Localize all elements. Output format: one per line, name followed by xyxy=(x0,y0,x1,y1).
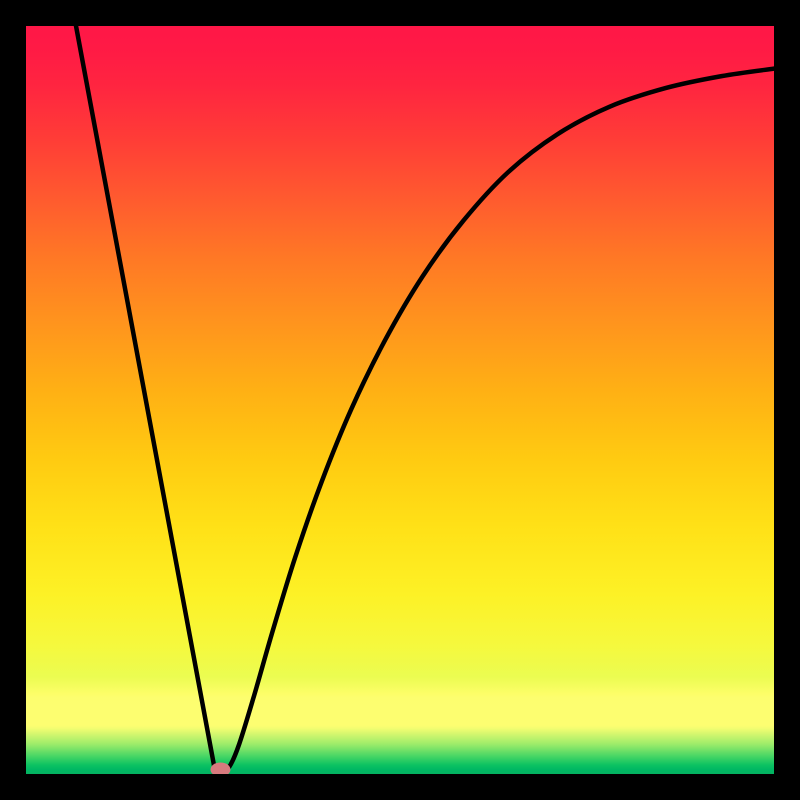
gradient-background xyxy=(26,26,774,774)
frame-top xyxy=(0,0,800,26)
frame-right xyxy=(774,0,800,800)
frame-left xyxy=(0,0,26,800)
bottleneck-curve-chart xyxy=(26,26,774,774)
chart-svg xyxy=(26,26,774,774)
frame-bottom xyxy=(0,774,800,800)
